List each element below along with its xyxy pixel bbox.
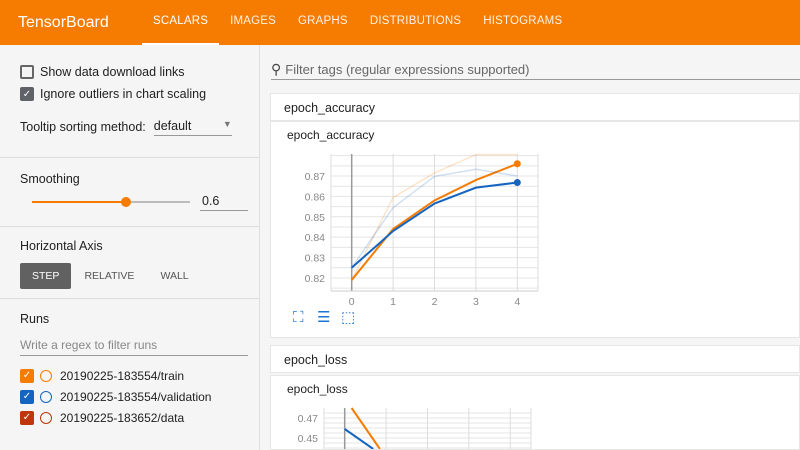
checkmark-icon[interactable]: ✓: [20, 368, 34, 383]
chart-title: epoch_accuracy: [287, 128, 374, 142]
smoothing-label: Smoothing: [20, 172, 80, 186]
x-tick-label: 0: [349, 296, 355, 308]
tooltip-sort-select[interactable]: default ▼: [153, 117, 232, 136]
app-title: TensorBoard: [18, 13, 109, 31]
fit-domain-icon[interactable]: ⬚: [341, 309, 355, 326]
loss-card: epoch_loss 0.45 0.47: [270, 375, 800, 450]
fullscreen-icon[interactable]: ⛶: [293, 309, 304, 326]
dropdown-arrow-icon: ▼: [222, 119, 232, 129]
y-tick-label: 0.83: [305, 253, 326, 265]
plot-area: [344, 407, 381, 449]
y-tick-label: 0.86: [305, 191, 326, 203]
x-tick-label: 2: [432, 296, 438, 308]
show-download-links-checkbox[interactable]: Show data download links: [20, 61, 239, 83]
ignore-outliers-checkbox[interactable]: ✓ Ignore outliers in chart scaling: [20, 83, 239, 105]
main-content: ⚲ Filter tags (regular expressions suppo…: [261, 45, 800, 450]
y-tick-label: 0.85: [305, 212, 326, 224]
series-line-validation: [351, 181, 518, 269]
search-icon: ⚲: [271, 60, 282, 77]
runs-label: Runs: [20, 312, 50, 326]
checkmark-icon: ✓: [20, 87, 34, 101]
tab-histograms[interactable]: HISTOGRAMS: [483, 15, 563, 27]
group-header-loss[interactable]: epoch_loss: [270, 345, 800, 373]
accuracy-card: epoch_accuracy 0.82 0.83 0.84 0.85 0.86 0.87 0 1…: [270, 121, 800, 338]
raw-series-line-validation: [351, 168, 518, 269]
x-tick-label: 4: [514, 296, 520, 308]
y-tick-label: 0.45: [298, 433, 319, 445]
run-color-circle-icon: [40, 390, 52, 403]
horizontal-axis-label: Horizontal Axis: [20, 239, 103, 253]
smoothing-slider[interactable]: [32, 197, 190, 207]
axis-step-button[interactable]: STEP: [20, 263, 72, 289]
y-tick-label: 0.87: [305, 171, 326, 183]
x-tick-label: 3: [473, 296, 479, 308]
run-name: 20190225-183554/train: [60, 368, 185, 383]
slider-thumb[interactable]: [121, 197, 131, 207]
run-color-circle-icon: [40, 369, 52, 382]
tab-images[interactable]: IMAGES: [230, 15, 277, 27]
series-end-point-train: [513, 160, 521, 168]
run-name: 20190225-183554/validation: [60, 389, 212, 404]
checkbox-icon: [20, 65, 34, 79]
tab-graphs[interactable]: GRAPHS: [298, 15, 348, 27]
tooltip-sort-label: Tooltip sorting method:: [20, 119, 146, 134]
checkmark-icon[interactable]: ✓: [20, 389, 34, 404]
top-bar: TensorBoard SCALARS IMAGES GRAPHS DISTRI…: [0, 0, 800, 45]
run-item[interactable]: ✓ 20190225-183554/train: [20, 365, 239, 386]
toggle-log-scale-icon[interactable]: ☰: [317, 309, 330, 326]
smoothing-input[interactable]: 0.6: [200, 192, 248, 211]
series-line-validation: [344, 428, 374, 449]
series-end-point-validation: [513, 179, 521, 187]
run-name: 20190225-183652/data: [60, 410, 185, 425]
filter-tags-input[interactable]: ⚲ Filter tags (regular expressions suppo…: [271, 59, 800, 80]
axis-relative-button[interactable]: RELATIVE: [84, 270, 135, 282]
accuracy-chart[interactable]: epoch_accuracy 0.82 0.83 0.84 0.85 0.86 0.87 0 1…: [271, 122, 799, 337]
plot-area: [350, 153, 521, 281]
run-color-circle-icon: [40, 411, 52, 424]
axis-wall-button[interactable]: WALL: [160, 270, 189, 282]
runs-filter-input[interactable]: Write a regex to filter runs: [20, 338, 248, 356]
series-line-train: [350, 162, 518, 281]
raw-series-line-train: [351, 153, 518, 281]
series-line-train: [350, 407, 381, 449]
x-tick-label: 1: [390, 296, 396, 308]
run-item[interactable]: ✓ 20190225-183554/validation: [20, 386, 239, 407]
y-tick-label: 0.84: [305, 232, 326, 244]
sidebar: Show data download links ✓ Ignore outlier…: [0, 45, 260, 450]
tab-scalars[interactable]: SCALARS: [142, 0, 220, 45]
tab-distributions[interactable]: DISTRIBUTIONS: [369, 15, 462, 27]
y-tick-label: 0.82: [305, 273, 326, 285]
group-header-accuracy[interactable]: epoch_accuracy: [270, 93, 800, 121]
run-item[interactable]: ✓ 20190225-183652/data: [20, 407, 239, 428]
chart-title: epoch_loss: [287, 382, 348, 396]
loss-chart[interactable]: epoch_loss 0.45 0.47: [271, 376, 799, 449]
y-tick-label: 0.47: [298, 413, 319, 425]
checkmark-icon[interactable]: ✓: [20, 410, 34, 425]
